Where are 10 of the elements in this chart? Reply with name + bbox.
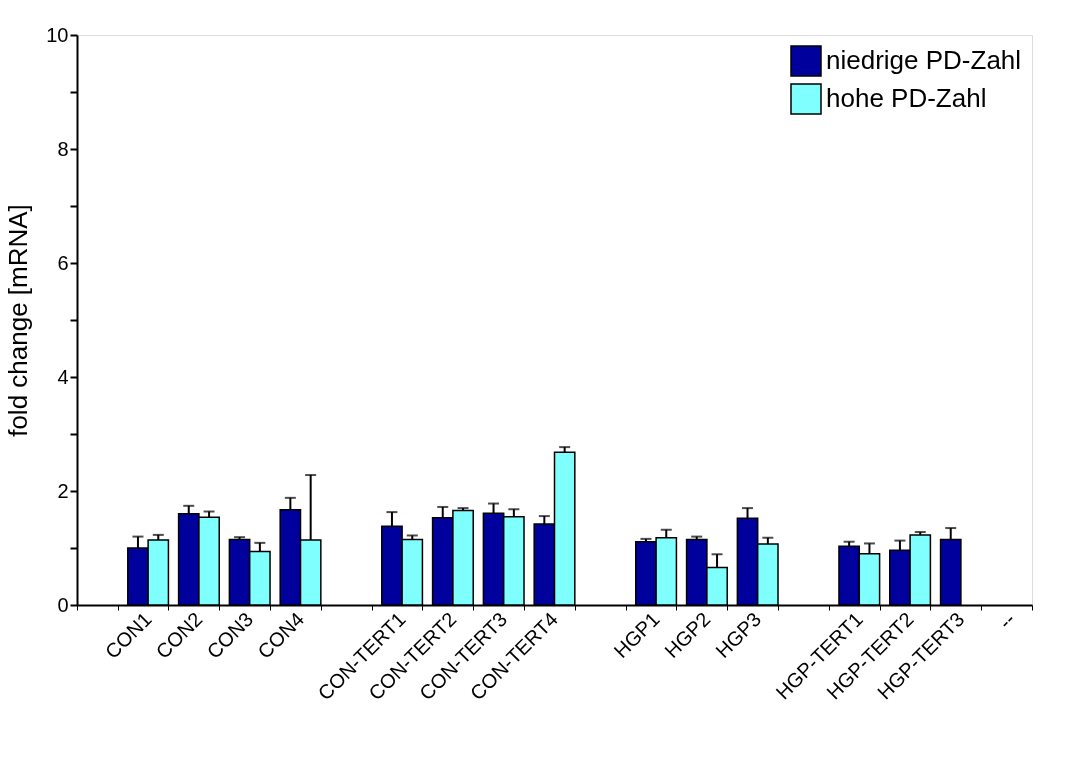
y-tick-label: 10 [46,23,69,46]
y-tick-label: 8 [57,137,69,160]
legend-label: hohe PD-Zahl [826,83,987,113]
y-tick-label: 2 [57,479,69,502]
y-tick-label: 0 [57,593,69,616]
y-axis-title: fold change [mRNA] [3,204,34,437]
legend-label: niedrige PD-Zahl [826,45,1022,75]
x-tick-label: -- [994,608,1020,633]
y-tick-label: 6 [57,251,69,274]
y-tick-label: 4 [57,365,69,388]
